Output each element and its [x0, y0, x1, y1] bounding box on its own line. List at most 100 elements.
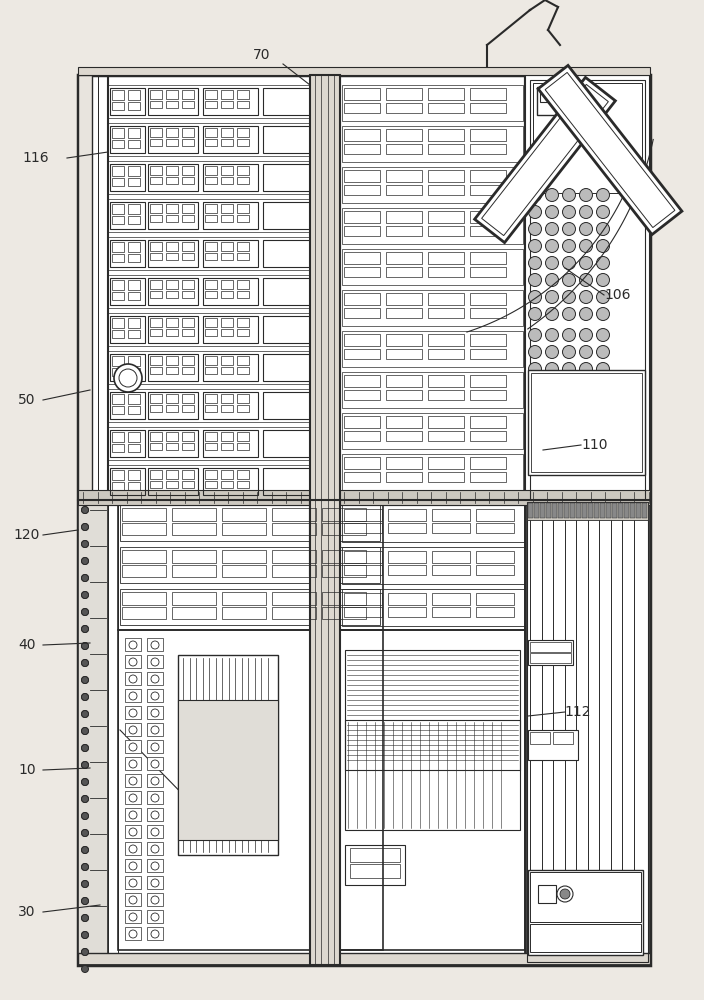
Bar	[428, 211, 464, 223]
Circle shape	[82, 591, 89, 598]
Bar	[150, 139, 162, 146]
Bar	[182, 204, 194, 213]
Bar	[78, 67, 650, 75]
Bar	[182, 481, 194, 488]
Bar	[237, 405, 249, 412]
Bar	[112, 166, 124, 176]
Bar	[125, 723, 141, 736]
Bar	[470, 252, 506, 264]
Bar	[342, 505, 525, 542]
Circle shape	[82, 643, 89, 650]
Bar	[128, 242, 140, 252]
Bar	[182, 128, 194, 137]
Bar	[340, 75, 525, 505]
Bar	[205, 318, 217, 327]
Bar	[342, 454, 523, 490]
Bar	[125, 672, 141, 685]
Bar	[221, 242, 233, 251]
Bar	[428, 472, 464, 482]
Bar	[203, 88, 258, 115]
Bar	[476, 509, 514, 521]
Bar	[310, 75, 340, 575]
Bar	[386, 390, 422, 400]
Bar	[166, 177, 178, 184]
Bar	[428, 334, 464, 346]
Bar	[527, 502, 648, 520]
Bar	[344, 129, 380, 141]
Bar	[147, 723, 163, 736]
Circle shape	[562, 206, 575, 219]
Bar	[606, 503, 611, 518]
Bar	[344, 551, 382, 563]
Bar	[221, 139, 233, 146]
Circle shape	[82, 812, 89, 820]
Bar	[342, 208, 523, 244]
Bar	[531, 373, 642, 472]
Bar	[172, 550, 216, 563]
Bar	[428, 88, 464, 100]
Bar	[428, 129, 464, 141]
Bar	[205, 405, 217, 412]
Circle shape	[546, 290, 558, 304]
Bar	[166, 139, 178, 146]
Bar	[150, 394, 162, 403]
Circle shape	[579, 256, 593, 269]
Circle shape	[82, 591, 89, 598]
Circle shape	[529, 239, 541, 252]
Circle shape	[82, 846, 89, 854]
Bar	[428, 416, 464, 428]
Bar	[428, 170, 464, 182]
Bar	[166, 443, 178, 450]
Bar	[476, 551, 514, 563]
Bar	[205, 215, 217, 222]
Bar	[112, 432, 124, 442]
Circle shape	[546, 308, 558, 320]
Bar	[112, 292, 124, 300]
Bar	[642, 503, 647, 518]
Bar	[328, 500, 334, 965]
Bar	[344, 509, 382, 521]
Bar	[125, 893, 141, 906]
Bar	[122, 508, 166, 521]
Bar	[112, 330, 124, 338]
Bar	[128, 318, 140, 328]
Bar	[150, 128, 162, 137]
Bar	[263, 164, 333, 191]
Bar	[166, 329, 178, 336]
Circle shape	[579, 328, 593, 342]
Bar	[612, 503, 617, 518]
Bar	[272, 607, 316, 619]
Text: 10: 10	[18, 763, 36, 777]
Bar	[530, 924, 641, 952]
Bar	[128, 482, 140, 490]
Bar	[272, 550, 316, 563]
Bar	[205, 204, 217, 213]
Bar	[108, 465, 338, 498]
Bar	[386, 267, 422, 277]
Circle shape	[562, 328, 575, 342]
Bar	[342, 249, 523, 285]
Bar	[530, 642, 571, 652]
Text: 70: 70	[253, 48, 271, 62]
Circle shape	[562, 290, 575, 304]
Bar	[263, 278, 333, 305]
Circle shape	[82, 728, 89, 734]
Circle shape	[82, 574, 89, 582]
Circle shape	[562, 188, 575, 202]
Bar	[150, 177, 162, 184]
Bar	[432, 565, 470, 575]
Circle shape	[529, 273, 541, 286]
Bar	[128, 330, 140, 338]
Bar	[428, 431, 464, 441]
Bar	[263, 202, 333, 229]
Bar	[150, 432, 162, 441]
Circle shape	[82, 660, 89, 666]
Bar	[221, 291, 233, 298]
Bar	[221, 470, 233, 479]
Bar	[128, 432, 140, 442]
Bar	[148, 164, 198, 191]
Bar	[112, 178, 124, 186]
Bar	[205, 443, 217, 450]
Bar	[182, 166, 194, 175]
Bar	[110, 126, 145, 153]
